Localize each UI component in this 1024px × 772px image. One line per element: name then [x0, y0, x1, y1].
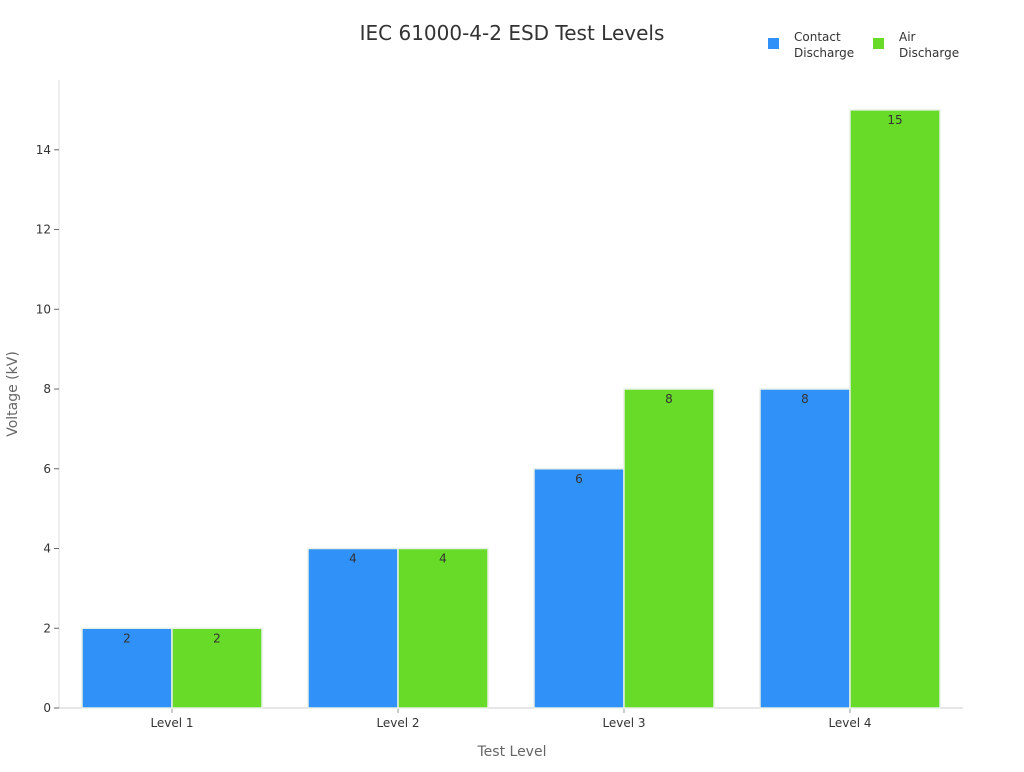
x-tick-label: Level 1	[150, 716, 193, 730]
bar	[81, 627, 173, 709]
data-label: 15	[887, 113, 902, 127]
legend-label: Contact	[794, 30, 841, 44]
bar	[533, 468, 625, 709]
data-label: 4	[349, 552, 357, 566]
x-tick-label: Level 2	[376, 716, 419, 730]
bars: 2 2 4 4 6 8 8 15	[81, 109, 941, 709]
x-axis-label: Test Level	[477, 744, 547, 760]
y-tick-label: 8	[43, 382, 51, 396]
x-tick-label: Level 3	[602, 716, 645, 730]
bar	[171, 627, 263, 709]
y-tick-label: 6	[43, 462, 51, 476]
bar	[397, 547, 489, 709]
y-tick-label: 10	[36, 302, 51, 316]
legend-swatch	[768, 38, 779, 49]
y-tick-label: 4	[43, 542, 51, 556]
legend-swatch	[873, 38, 884, 49]
legend-label: Air	[899, 30, 916, 44]
data-label: 4	[439, 552, 447, 566]
legend-label: Discharge	[899, 46, 959, 60]
x-tick-label: Level 4	[828, 716, 871, 730]
y-tick-label: 12	[36, 223, 51, 237]
bar	[759, 388, 851, 709]
data-label: 6	[575, 472, 583, 486]
data-label: 8	[665, 392, 673, 406]
data-label: 2	[123, 631, 131, 645]
y-tick-label: 14	[36, 143, 51, 157]
legend: Contact Discharge Air Discharge	[768, 30, 959, 60]
legend-label: Discharge	[794, 46, 854, 60]
data-label: 2	[213, 631, 221, 645]
y-tick-label: 2	[43, 621, 51, 635]
bar	[849, 109, 941, 709]
data-label: 8	[801, 392, 809, 406]
bar	[307, 547, 399, 709]
chart-title: IEC 61000-4-2 ESD Test Levels	[360, 21, 665, 45]
bar	[623, 388, 715, 709]
y-axis-label: Voltage (kV)	[5, 351, 21, 437]
y-tick-label: 0	[43, 701, 51, 715]
